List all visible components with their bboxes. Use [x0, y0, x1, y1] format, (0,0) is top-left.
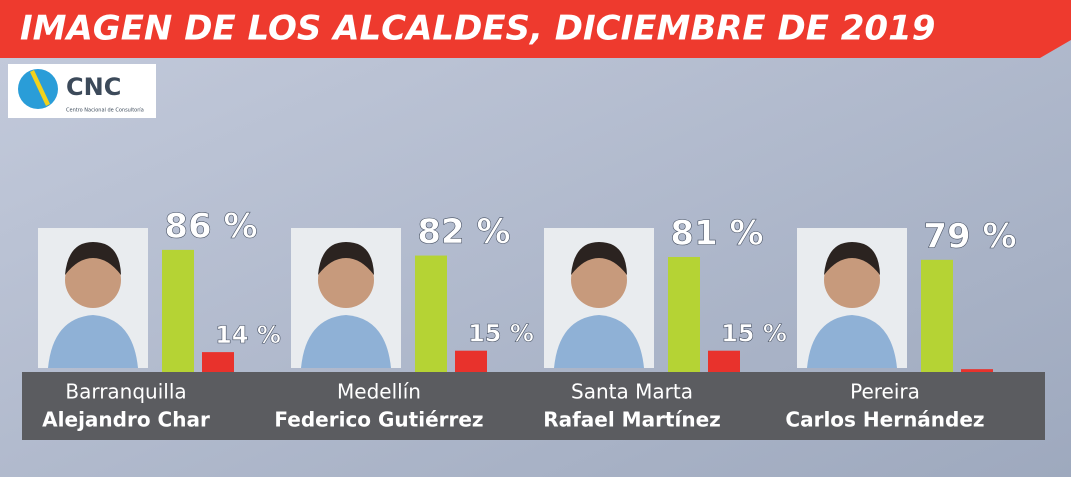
logo-mark: [30, 70, 50, 106]
title-banner: [0, 0, 1071, 58]
photo-hair: [571, 242, 627, 275]
value-label: 81 %: [670, 213, 763, 253]
logo-subtext: Centro Nacional de Consultoría: [66, 107, 144, 114]
photo-hair: [824, 242, 880, 275]
bar: [708, 350, 740, 372]
photo-body: [48, 315, 138, 368]
bar: [162, 249, 194, 372]
value-label: 15 %: [721, 320, 787, 348]
mayor-label: Carlos Hernández: [785, 408, 984, 432]
bar: [455, 350, 487, 372]
city-label: Pereira: [850, 380, 920, 404]
photo-hair: [318, 242, 374, 275]
bar: [668, 256, 700, 372]
photo-body: [807, 315, 897, 368]
bar: [921, 259, 953, 372]
bar: [415, 255, 447, 372]
chart-title: IMAGEN DE LOS ALCALDES, DICIEMBRE DE 201…: [20, 9, 935, 49]
city-label: Medellín: [337, 380, 421, 404]
photo-hair: [65, 242, 121, 275]
value-label: 79 %: [923, 216, 1016, 256]
label-band: [22, 372, 1045, 440]
photo-head: [318, 252, 374, 308]
value-label: 86 %: [164, 206, 257, 246]
photo-body: [554, 315, 644, 368]
city-label: Barranquilla: [65, 380, 186, 404]
bar: [202, 352, 234, 372]
mayor-label: Rafael Martínez: [543, 408, 721, 432]
logo-text: CNC: [66, 73, 121, 101]
photo-body: [301, 315, 391, 368]
value-label: 15 %: [468, 320, 534, 348]
bar: [961, 369, 993, 372]
mayor-label: Federico Gutiérrez: [274, 408, 483, 432]
photo-head: [65, 252, 121, 308]
value-label: 14 %: [215, 321, 281, 349]
mayor-label: Alejandro Char: [42, 408, 210, 432]
photo-head: [824, 252, 880, 308]
photo-head: [571, 252, 627, 308]
city-label: Santa Marta: [571, 380, 693, 404]
value-label: 82 %: [417, 212, 510, 252]
